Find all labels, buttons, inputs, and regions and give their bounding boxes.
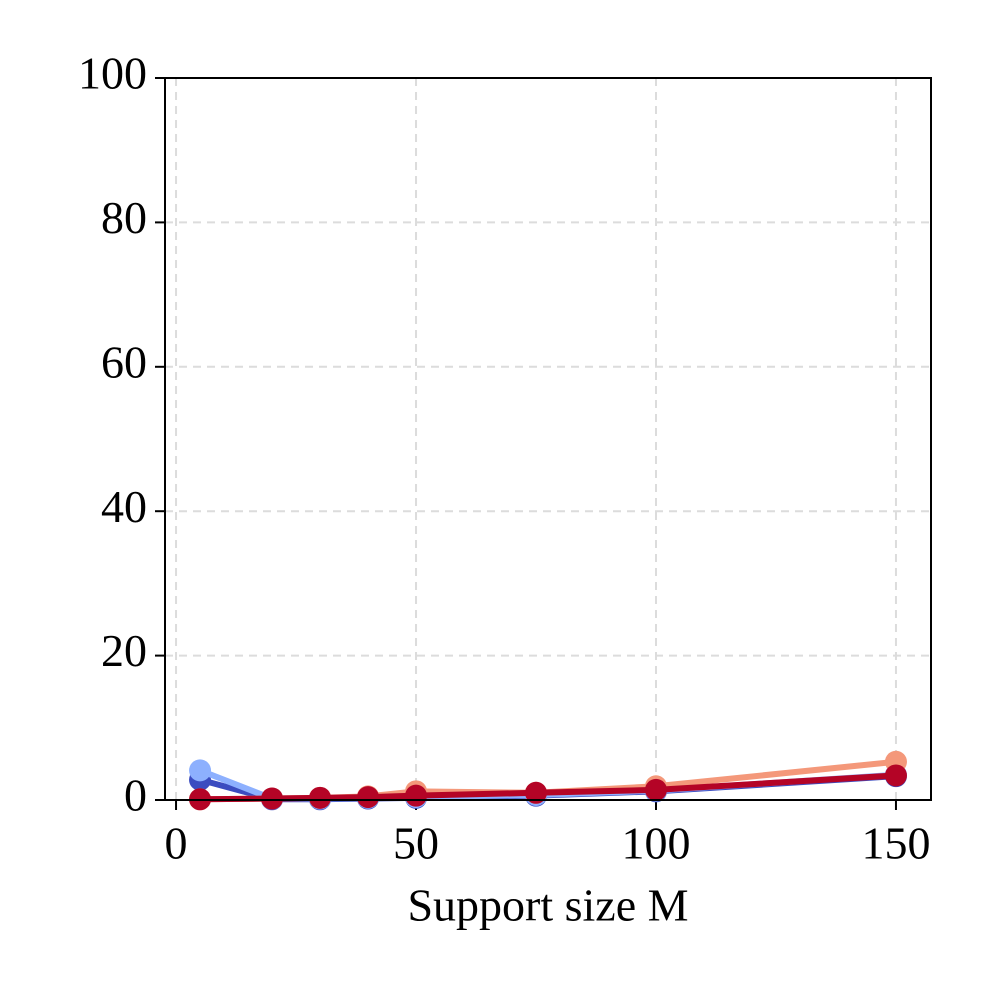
data-point xyxy=(189,759,212,782)
data-point xyxy=(357,786,380,809)
data-point xyxy=(309,786,332,809)
x-tick-label: 100 xyxy=(621,818,690,869)
y-tick-label: 20 xyxy=(101,625,147,676)
x-tick-label: 150 xyxy=(861,818,930,869)
y-tick-label: 0 xyxy=(124,770,147,821)
y-tick-label: 100 xyxy=(78,48,147,99)
x-tick-label: 0 xyxy=(165,818,188,869)
y-tick-label: 60 xyxy=(101,336,147,387)
plot-frame xyxy=(164,77,932,801)
y-tick-label: 80 xyxy=(101,192,147,243)
data-point xyxy=(525,781,548,804)
data-point xyxy=(644,778,667,801)
data-point xyxy=(405,784,428,807)
y-tick-label: 40 xyxy=(101,481,147,532)
data-point xyxy=(884,764,907,787)
data-point xyxy=(261,787,284,810)
x-axis-label: Support size M xyxy=(407,880,688,931)
x-tick-label: 50 xyxy=(393,818,439,869)
